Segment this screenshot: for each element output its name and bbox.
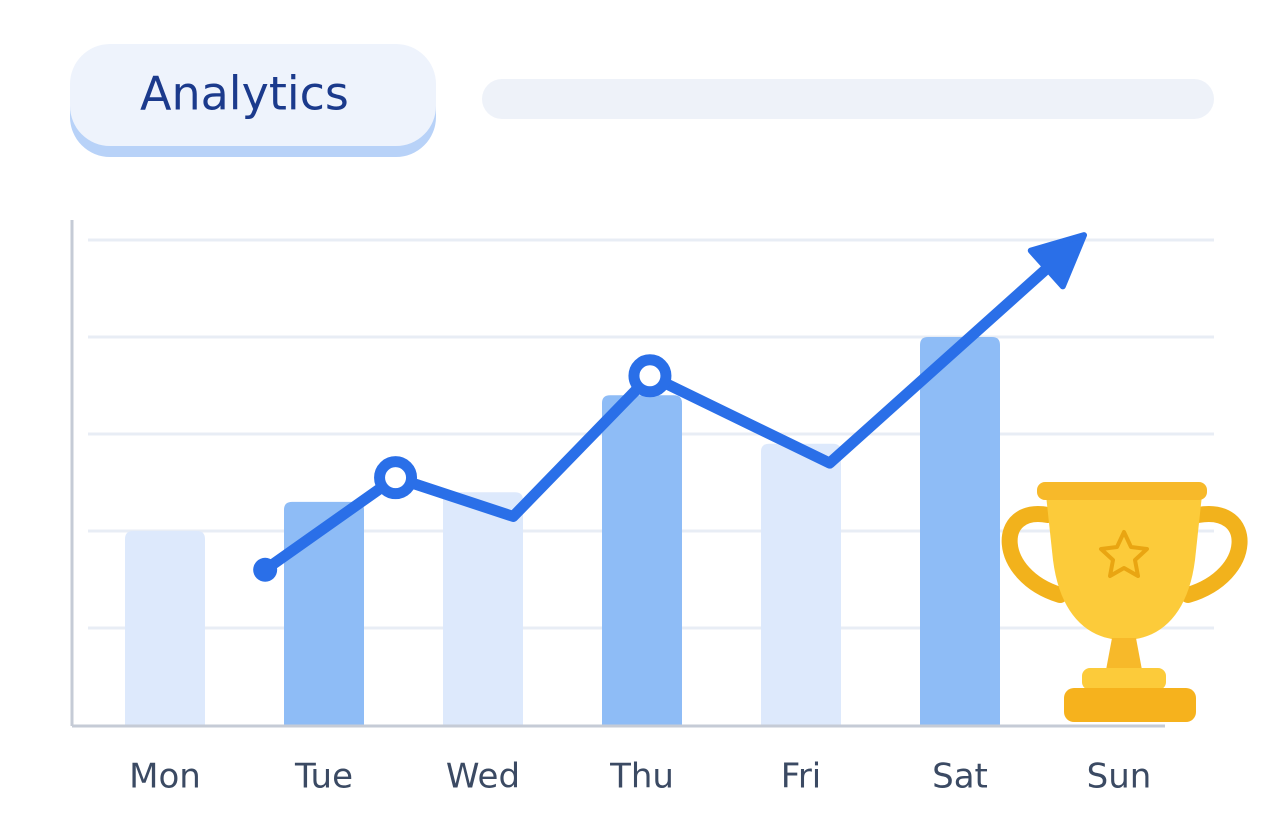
x-tick-label: Sat: [932, 757, 988, 797]
bar: [125, 531, 205, 725]
bars: [125, 337, 1000, 725]
x-tick-label: Wed: [446, 757, 520, 797]
bar: [761, 443, 841, 725]
labels: Mon Tue Wed Thu Fri Sat Sun: [129, 757, 1151, 797]
trend-arrowhead: [1027, 232, 1088, 290]
x-tick-label: Mon: [129, 757, 201, 797]
trend-point: [628, 354, 672, 398]
trend-line: [259, 249, 1068, 576]
trend-point: [253, 557, 278, 582]
trend-point: [374, 456, 418, 500]
placeholder-bar: [482, 79, 1214, 119]
bar: [284, 501, 364, 725]
bar: [920, 337, 1000, 725]
x-tick-label: Tue: [294, 757, 353, 797]
chart-title: Analytics: [140, 67, 349, 121]
trophy: [1001, 482, 1248, 722]
x-tick-label: Thu: [609, 757, 674, 797]
bar: [602, 395, 682, 725]
title-pill: [70, 44, 436, 146]
trend: [253, 232, 1088, 582]
bar: [443, 492, 523, 725]
x-tick-label: Sun: [1087, 757, 1152, 797]
x-tick-label: Fri: [781, 757, 822, 797]
